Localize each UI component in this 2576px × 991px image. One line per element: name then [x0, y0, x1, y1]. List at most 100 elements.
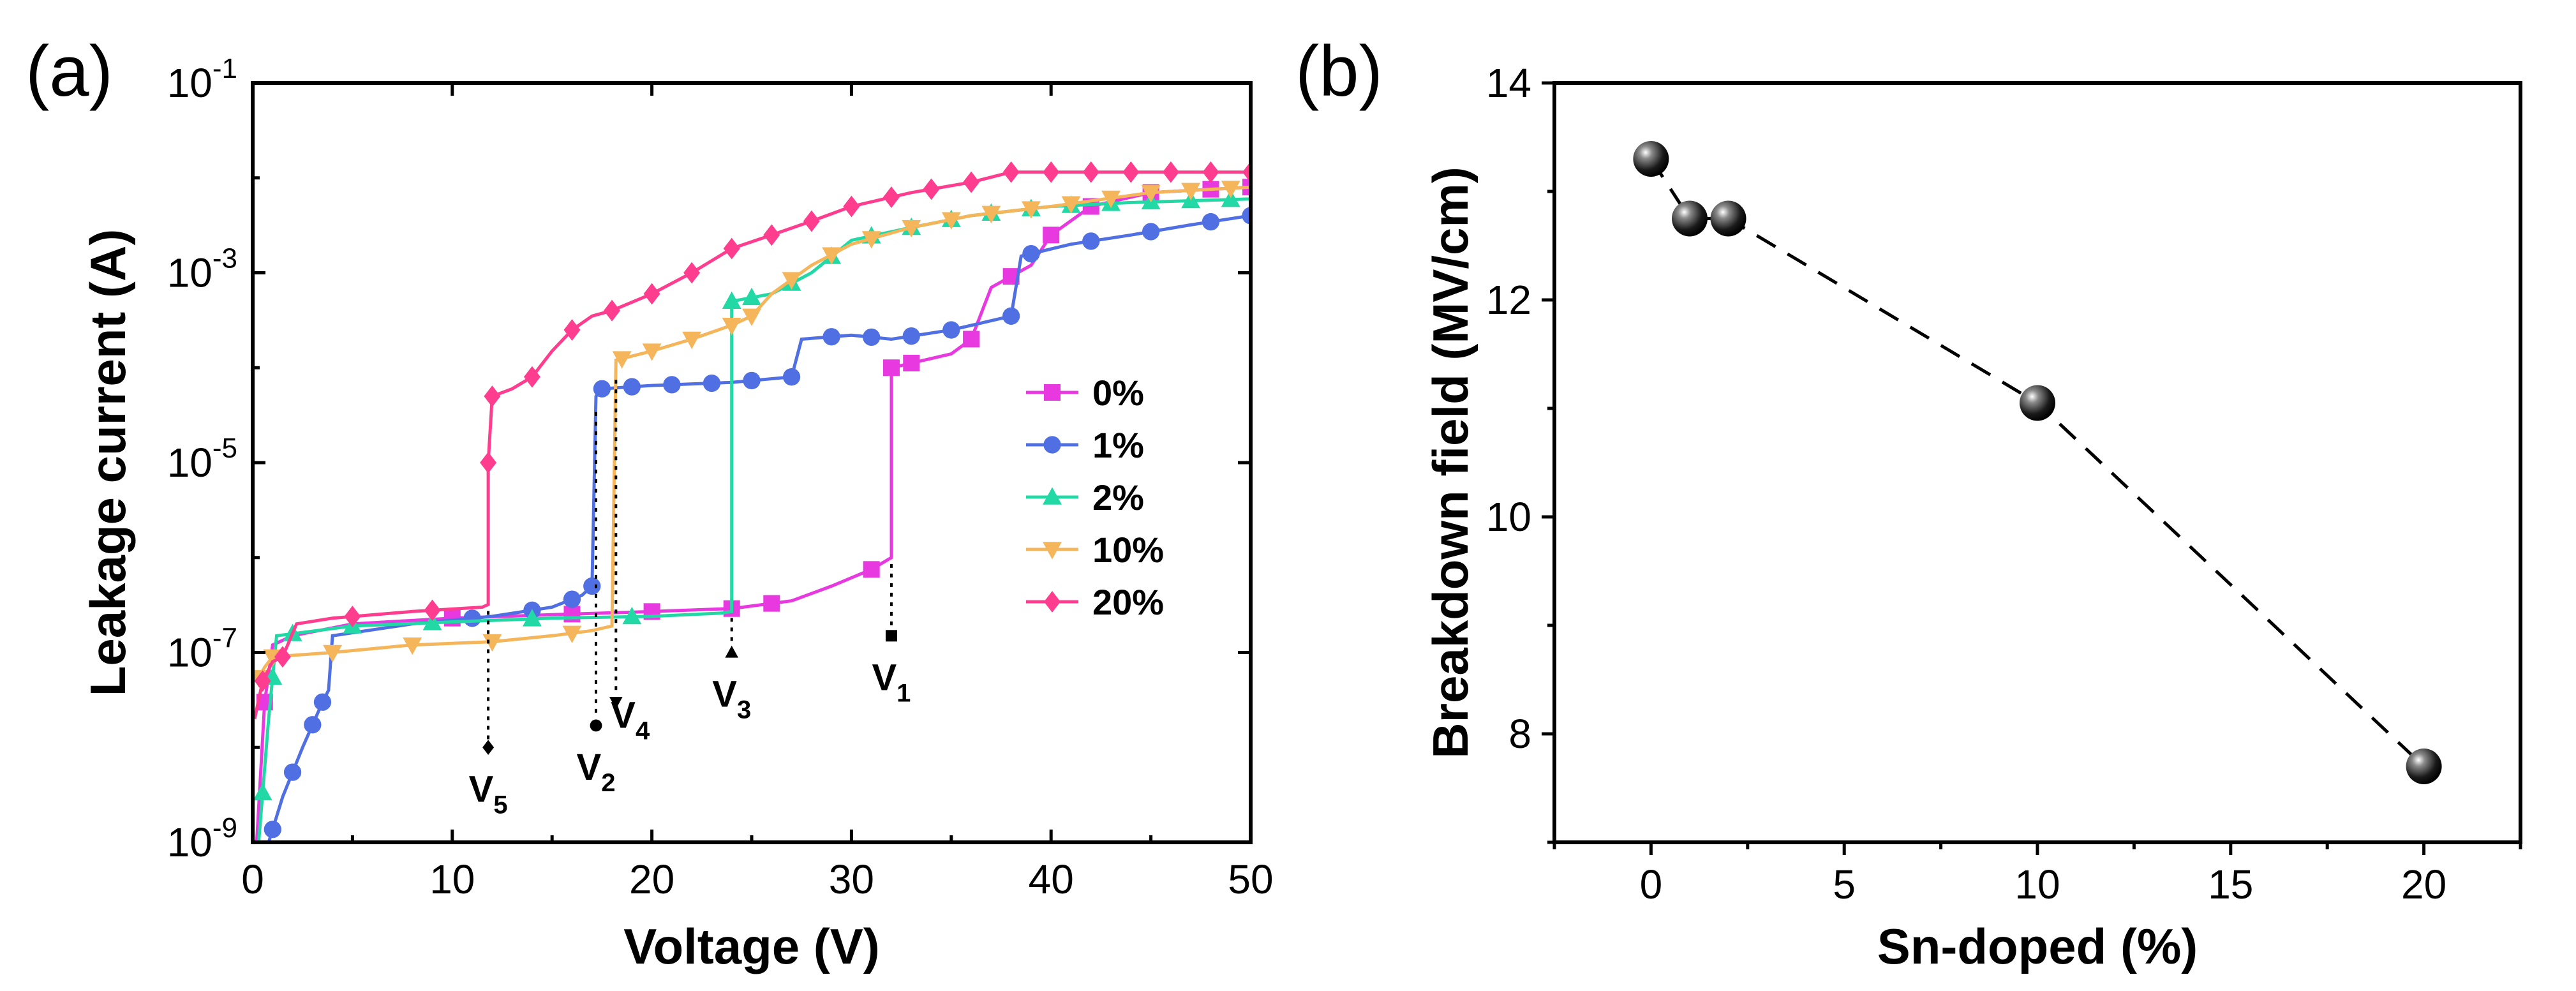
data-point-10 [742, 308, 761, 326]
data-point-20 [523, 366, 540, 388]
x-tick-label: 50 [1228, 856, 1273, 902]
data-point-20 [843, 195, 860, 218]
voltage-marker-v2: V2 [577, 412, 616, 797]
data-point-10 [822, 247, 842, 265]
data-point-20 [643, 283, 660, 305]
data-point-10 [981, 205, 1001, 223]
data-point-10 [1021, 201, 1041, 219]
data-point-10 [612, 351, 632, 369]
data-point-20 [604, 299, 621, 322]
voltage-markers: V1 V2 V3 V4 V5 [469, 380, 911, 819]
x-axis-label-voltage: Voltage (V) [623, 918, 880, 974]
panel-b-ticks: 0 5 10 15 20 8 10 12 14 [1486, 60, 2522, 907]
panel-a-tag: (a) [26, 31, 113, 111]
data-point-0 [903, 355, 920, 372]
data-point-20-percent [2406, 749, 2442, 784]
data-point-1 [1022, 244, 1040, 263]
data-point-20 [563, 319, 581, 341]
data-point-2 [522, 609, 542, 627]
dashed-trend-line [1649, 158, 2425, 768]
data-point-0 [1043, 227, 1060, 244]
data-point-10 [1141, 185, 1161, 203]
legend-item-20: 20% [1026, 582, 1164, 622]
data-point-1 [283, 763, 302, 781]
x-tick-label: 0 [1640, 861, 1663, 907]
data-point-10 [1221, 181, 1240, 198]
series-1 [264, 207, 1251, 842]
voltage-marker-symbol [482, 740, 495, 755]
data-point-0 [863, 561, 880, 578]
data-point-20 [1202, 161, 1219, 183]
data-point-20 [254, 670, 271, 692]
x-tick-label: 0 [241, 856, 264, 902]
legend-marker [1043, 436, 1061, 454]
y-axis-label-breakdown: Breakdown field (MV/cm) [1422, 167, 1478, 758]
legend-label: 10% [1092, 530, 1164, 570]
panel-b-frame [1552, 81, 2522, 844]
data-point-1 [663, 376, 681, 394]
data-point-20 [1242, 161, 1251, 183]
data-point-20 [1122, 161, 1140, 183]
voltage-marker-symbol [885, 630, 897, 642]
data-point-2 [622, 606, 642, 625]
y-tick-label: 10 [1486, 494, 1531, 540]
x-tick-label: 15 [2208, 861, 2253, 907]
data-point-10 [782, 272, 801, 290]
data-point-1 [563, 590, 581, 608]
data-point-20 [882, 186, 900, 208]
voltage-marker-symbol [725, 645, 739, 658]
legend-item-10: 10% [1026, 530, 1164, 570]
voltage-label-v1: V1 [872, 657, 911, 707]
data-point-1 [863, 328, 881, 346]
data-point-1 [1002, 307, 1020, 325]
data-point-1 [313, 693, 332, 711]
data-point-20 [480, 452, 497, 473]
x-tick-label: 40 [1029, 856, 1074, 902]
y-tick-label: 12 [1486, 277, 1531, 323]
breakdown-series-group [1633, 141, 2442, 784]
data-point-1 [1242, 207, 1251, 225]
y-axis-label-leakage: Leakage current (A) [80, 229, 136, 697]
voltage-marker-v1: V1 [872, 563, 911, 707]
data-point-10 [323, 645, 343, 663]
legend-marker [1044, 591, 1061, 613]
data-point-20 [803, 210, 820, 232]
data-point-10 [941, 212, 961, 230]
data-point-1 [743, 371, 761, 390]
legend: 0% 1% 2% 10% 20% [1026, 373, 1164, 622]
leakage-series-group [253, 161, 1251, 842]
y-tick-label: 10-3 [167, 243, 237, 296]
data-point-10 [1061, 196, 1081, 214]
data-point-20 [923, 178, 940, 200]
x-axis-label-sn-doped: Sn-doped (%) [1877, 918, 2198, 974]
legend-item-0: 0% [1026, 373, 1144, 413]
data-point-2 [1221, 190, 1240, 207]
legend-item-1: 1% [1026, 425, 1144, 465]
voltage-label-v4: V4 [611, 694, 650, 745]
breakdown-field-chart: (b) 0 5 10 15 20 8 10 12 14 Sn-doped (%) Breakdo… [1295, 31, 2522, 974]
data-point-20 [484, 385, 501, 407]
data-point-1 [593, 380, 611, 398]
data-point-1-percent [1671, 200, 1708, 237]
data-point-0 [963, 331, 980, 348]
data-point-10 [403, 637, 422, 655]
y-tick-label: 10-7 [167, 623, 237, 676]
data-point-10 [682, 331, 702, 350]
data-point-1 [623, 378, 641, 396]
data-point-1 [902, 327, 920, 345]
voltage-label-v2: V2 [577, 747, 616, 797]
data-point-1 [942, 321, 960, 339]
series-10 [253, 181, 1251, 688]
data-point-0-percent [1633, 141, 1669, 177]
data-point-20 [763, 224, 780, 246]
data-point-2 [422, 613, 442, 630]
data-point-1 [1082, 232, 1100, 250]
data-point-2-percent [1710, 200, 1746, 237]
legend-marker [1043, 487, 1062, 505]
data-point-0 [563, 606, 581, 623]
data-point-20 [723, 237, 740, 260]
series-20 [253, 161, 1251, 720]
data-point-20 [1162, 161, 1179, 183]
x-tick-label: 5 [1833, 861, 1856, 907]
data-point-0 [882, 359, 900, 376]
